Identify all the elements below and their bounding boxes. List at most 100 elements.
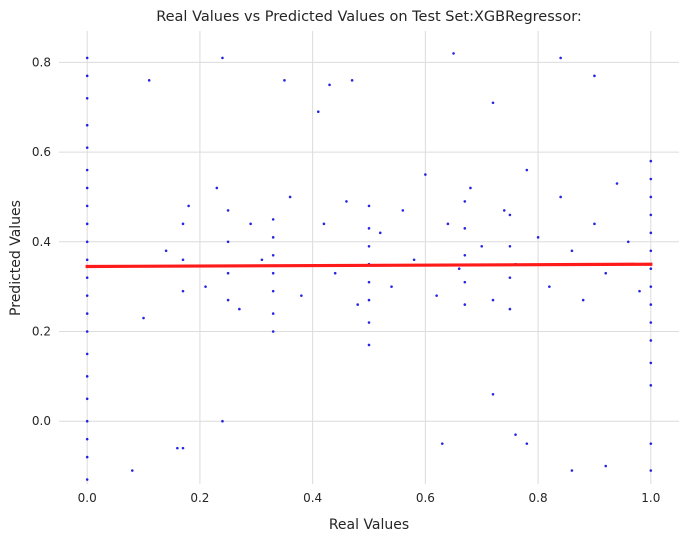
scatter-point bbox=[147, 79, 151, 82]
y-axis-label: Predicted Values bbox=[8, 200, 24, 316]
scatter-point bbox=[649, 231, 653, 235]
scatter-point bbox=[238, 307, 241, 311]
scatter-point bbox=[271, 236, 275, 239]
scatter-point bbox=[85, 186, 89, 190]
scatter-point bbox=[85, 478, 89, 481]
scatter-point bbox=[536, 236, 540, 239]
scatter-point bbox=[581, 298, 585, 302]
scatter-point bbox=[469, 186, 472, 190]
scatter-point bbox=[181, 446, 185, 450]
scatter-point bbox=[226, 298, 230, 302]
scatter-point bbox=[463, 200, 467, 203]
plot-area bbox=[59, 31, 679, 484]
scatter-point bbox=[300, 294, 303, 297]
scatter-point bbox=[367, 280, 371, 284]
scatter-point bbox=[491, 101, 495, 105]
scatter-point bbox=[548, 285, 551, 288]
scatter-point bbox=[85, 276, 89, 279]
scatter-point bbox=[181, 258, 185, 262]
scatter-point bbox=[85, 96, 89, 100]
scatter-point bbox=[316, 110, 320, 114]
fit-line bbox=[85, 262, 653, 269]
chart-title: Real Values vs Predicted Values on Test … bbox=[156, 9, 582, 25]
scatter-point bbox=[649, 213, 653, 217]
scatter-point bbox=[85, 146, 89, 149]
scatter-point bbox=[491, 298, 495, 302]
scatter-point bbox=[570, 469, 574, 472]
scatter-point bbox=[508, 276, 512, 279]
scatter-point bbox=[604, 464, 608, 468]
scatter-point bbox=[649, 361, 653, 365]
scatter-point bbox=[85, 437, 89, 441]
grid-lines bbox=[59, 31, 679, 484]
scatter-point bbox=[604, 271, 608, 275]
scatter-point bbox=[164, 249, 168, 253]
scatter-point bbox=[514, 433, 517, 436]
scatter-point bbox=[570, 249, 574, 253]
scatter-point bbox=[322, 222, 326, 226]
tick-labels: 0.0 0.2 0.4 0.6 0.8 1.0 0.0 0.2 0.4 0.6 0.8 bbox=[32, 55, 660, 505]
scatter-point bbox=[401, 209, 405, 212]
scatter-point bbox=[626, 240, 630, 244]
scatter-point bbox=[271, 330, 275, 333]
scatter-point bbox=[204, 285, 207, 288]
scatter-point bbox=[463, 227, 467, 230]
scatter-point bbox=[367, 204, 371, 208]
scatter-point bbox=[85, 455, 89, 459]
x-tick-label: 0.0 bbox=[78, 491, 97, 505]
scatter-point bbox=[367, 343, 371, 347]
scatter-point bbox=[333, 271, 337, 275]
scatter-point bbox=[85, 397, 89, 401]
scatter-point bbox=[85, 294, 89, 297]
scatter-point bbox=[181, 289, 185, 293]
scatter-point bbox=[424, 173, 427, 176]
scatter-point bbox=[480, 244, 484, 248]
scatter-point bbox=[85, 352, 89, 356]
scatter-point bbox=[508, 307, 512, 311]
scatter-point bbox=[85, 123, 89, 127]
scatter-point bbox=[491, 392, 495, 396]
scatter-point bbox=[288, 195, 292, 199]
scatter-point bbox=[638, 289, 641, 293]
scatter-point bbox=[649, 159, 653, 163]
scatter-point bbox=[271, 271, 275, 275]
scatter-point bbox=[446, 222, 450, 226]
scatter-point bbox=[508, 213, 512, 217]
scatter-point bbox=[649, 339, 653, 342]
scatter-point bbox=[328, 83, 331, 87]
scatter-point bbox=[226, 271, 230, 275]
scatter-point bbox=[187, 204, 190, 208]
scatter-point bbox=[502, 209, 506, 212]
scatter-point bbox=[367, 321, 371, 324]
scatter-point bbox=[356, 303, 360, 306]
scatter-point bbox=[559, 56, 562, 60]
scatter-point bbox=[85, 419, 89, 423]
scatter-point bbox=[85, 168, 89, 172]
x-tick-label: 0.4 bbox=[303, 491, 322, 505]
scatter-point bbox=[85, 258, 89, 262]
scatter-point bbox=[525, 442, 529, 445]
scatter-point bbox=[221, 56, 224, 60]
scatter-point bbox=[463, 303, 467, 306]
scatter-point bbox=[85, 240, 89, 244]
scatter-point bbox=[649, 303, 653, 306]
scatter-point bbox=[378, 231, 382, 235]
y-tick-label: 0.4 bbox=[32, 235, 51, 249]
scatter-point bbox=[85, 375, 89, 378]
scatter-point bbox=[271, 312, 275, 315]
scatter-point bbox=[615, 182, 619, 185]
scatter-point bbox=[649, 249, 653, 253]
scatter-point bbox=[649, 442, 653, 445]
scatter-point bbox=[221, 419, 224, 423]
scatter-point bbox=[367, 244, 371, 248]
scatter-point bbox=[593, 222, 596, 226]
scatter-point bbox=[463, 253, 467, 257]
y-tick-label: 0.8 bbox=[32, 55, 51, 69]
scatter-point bbox=[226, 209, 230, 212]
scatter-point bbox=[412, 258, 416, 262]
scatter-point bbox=[345, 200, 348, 203]
scatter-point bbox=[85, 74, 89, 78]
x-axis-label: Real Values bbox=[329, 517, 409, 533]
scatter-point bbox=[85, 204, 89, 208]
scatter-point bbox=[350, 79, 354, 82]
